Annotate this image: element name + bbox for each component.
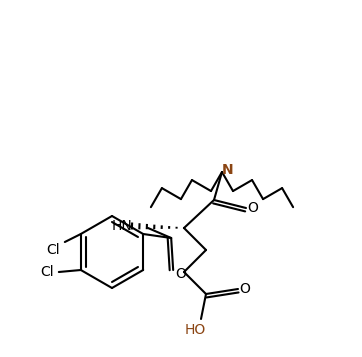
Text: Cl: Cl: [40, 265, 54, 279]
Text: O: O: [248, 201, 258, 215]
Text: HN: HN: [111, 219, 132, 233]
Text: HO: HO: [184, 323, 206, 337]
Text: O: O: [176, 267, 187, 281]
Text: O: O: [240, 282, 251, 296]
Text: N: N: [222, 163, 234, 177]
Text: Cl: Cl: [46, 243, 60, 257]
